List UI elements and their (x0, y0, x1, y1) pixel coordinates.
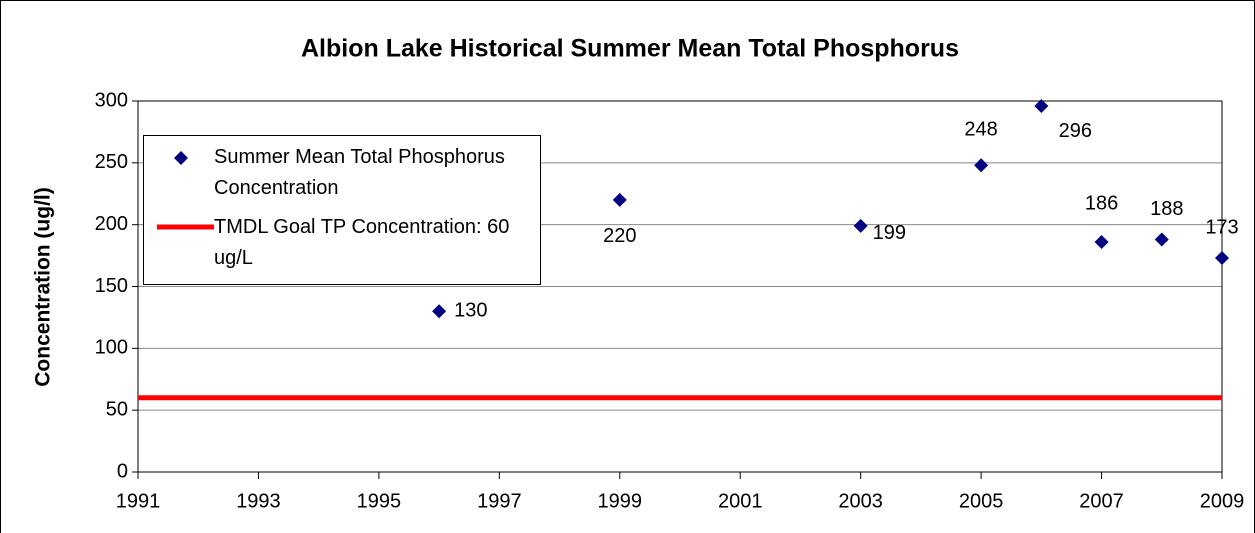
data-point (1154, 232, 1169, 247)
data-label: 199 (873, 222, 906, 244)
data-label: 173 (1205, 216, 1238, 238)
x-tick-label: 2003 (838, 490, 883, 512)
x-tick-label: 2001 (718, 490, 763, 512)
legend-symbols (157, 151, 214, 230)
legend-label: TMDL Goal TP Concentration: 60 ug/L (214, 216, 510, 269)
x-tick-label: 1997 (477, 490, 522, 512)
data-point (1034, 98, 1049, 113)
y-tick-label: 250 (95, 151, 128, 173)
data-point (1215, 251, 1229, 266)
x-tick-label: 1999 (598, 490, 643, 512)
x-tick-label: 2007 (1079, 490, 1124, 512)
data-label: 220 (603, 225, 636, 247)
data-label: 296 (1059, 120, 1092, 142)
x-tick-label: 2009 (1200, 490, 1245, 512)
data-label: 248 (964, 119, 997, 141)
chart-title: Albion Lake Historical Summer Mean Total… (301, 35, 959, 63)
x-tick-label: 1995 (357, 490, 402, 512)
y-tick-label: 100 (95, 337, 128, 359)
data-label: 130 (454, 300, 487, 322)
y-tick-label: 0 (117, 460, 128, 482)
data-label: 186 (1085, 192, 1118, 214)
x-tick-label: 2005 (959, 490, 1004, 512)
x-tick-label: 1991 (116, 490, 161, 512)
data-point (432, 304, 447, 319)
y-axis-title: Concentration (ug/l) (32, 187, 55, 386)
data-point (612, 192, 627, 207)
y-tick-label: 150 (95, 275, 128, 297)
data-point (974, 158, 989, 173)
legend-label: Summer Mean Total Phosphorus Concentrati… (214, 146, 505, 199)
legend-marker (174, 151, 188, 165)
plot-area (137, 100, 1223, 473)
y-tick-label: 200 (95, 213, 128, 235)
legend: Summer Mean Total Phosphorus Concentrati… (143, 135, 541, 285)
data-point (853, 218, 868, 233)
data-label: 188 (1150, 198, 1183, 220)
x-tick-label: 1993 (236, 490, 281, 512)
data-point (1094, 234, 1109, 249)
y-tick-label: 50 (106, 398, 128, 420)
y-tick-label: 300 (95, 89, 128, 111)
